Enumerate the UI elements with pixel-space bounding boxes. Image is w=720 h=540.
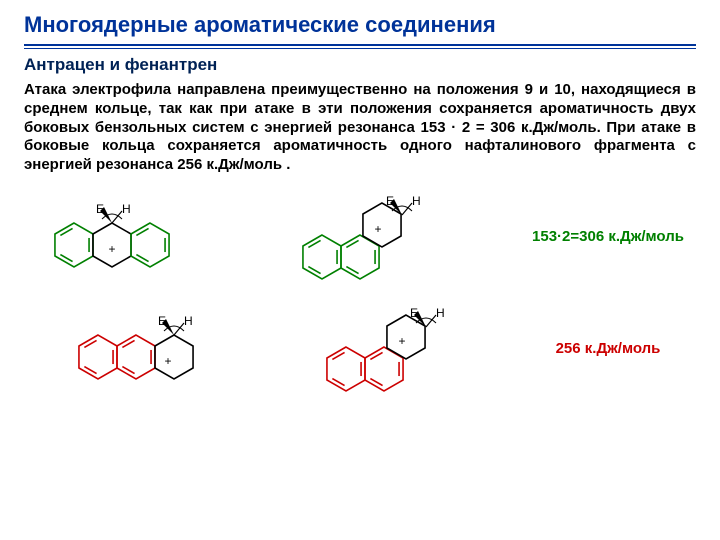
molecule-anthracene-side: EH+: [60, 297, 280, 401]
svg-text:+: +: [164, 354, 171, 368]
title-rule: [24, 44, 696, 49]
body-text: Атака электрофила направлена преимуществ…: [24, 81, 696, 175]
molecule-anthracene-center: EH+: [36, 185, 256, 289]
energy-caption-1: 153·2=306 к.Дж/моль: [532, 228, 684, 245]
diagram-row-1: EH+ EH+ 153·2=306 к.Дж/моль: [24, 185, 696, 289]
diagram-row-2: EH+ EH+ 256 к.Дж/моль: [24, 297, 696, 401]
molecule-phenanthrene-center: EH+: [284, 185, 504, 289]
diagram-area: EH+ EH+ 153·2=306 к.Дж/моль EH+ EH+ 256 …: [24, 185, 696, 401]
svg-text:H: H: [412, 194, 421, 208]
molecule-phenanthrene-side: EH+: [308, 297, 528, 401]
page-title: Многоядерные ароматические соединения: [24, 12, 696, 38]
svg-text:H: H: [436, 306, 445, 320]
svg-text:H: H: [184, 314, 193, 328]
svg-text:+: +: [375, 222, 382, 236]
svg-text:+: +: [109, 242, 116, 256]
page-subtitle: Антрацен и фенантрен: [24, 55, 696, 75]
svg-text:H: H: [122, 202, 131, 216]
svg-text:+: +: [398, 334, 405, 348]
energy-caption-2: 256 к.Дж/моль: [556, 340, 661, 357]
